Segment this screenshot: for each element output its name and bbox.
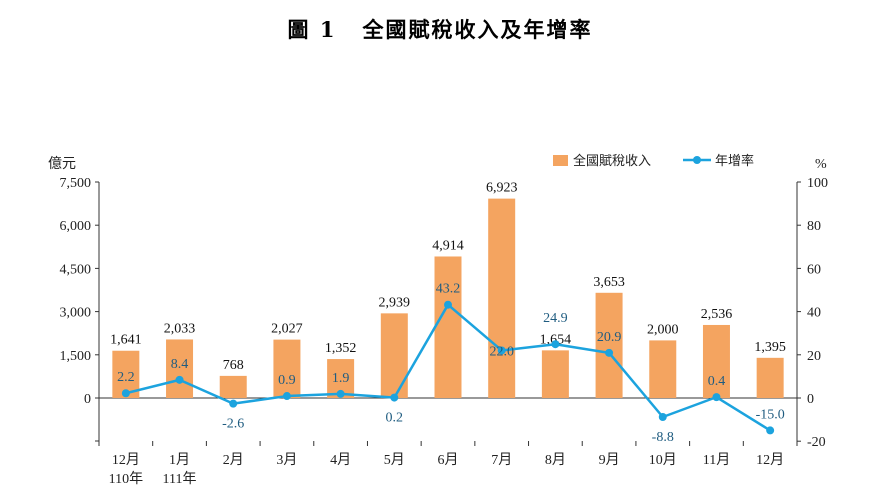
growth-rate-point-9 — [551, 340, 560, 349]
bar-value-label: 768 — [223, 358, 244, 373]
growth-rate-label: 43.2 — [436, 282, 461, 297]
growth-rate-label: 24.9 — [543, 311, 568, 326]
growth-rate-label: 20.9 — [597, 330, 622, 345]
left-axis-tick-label: 0 — [84, 392, 91, 407]
growth-rate-point-12 — [712, 393, 721, 402]
growth-rate-label: -2.6 — [222, 417, 244, 432]
legend: 全國賦稅收入 年增率 — [553, 153, 754, 168]
growth-rate-point-3 — [229, 399, 238, 408]
growth-rate-point-8 — [497, 346, 506, 355]
bar-3 — [219, 375, 247, 398]
x-axis-label: 1月 — [169, 452, 190, 468]
growth-rate-point-10 — [605, 348, 614, 357]
x-axis-label: 2月 — [223, 452, 244, 468]
left-axis-tick-label: 7,500 — [60, 176, 92, 191]
bar-12 — [702, 324, 730, 398]
right-axis-unit: % — [815, 157, 827, 172]
bar-value-label: 2,033 — [164, 321, 196, 336]
bar-value-label: 1,654 — [540, 332, 572, 347]
x-axis-label: 7月 — [491, 452, 512, 468]
left-axis-tick-label: 1,500 — [60, 349, 92, 364]
legend-line-marker — [693, 156, 701, 164]
left-axis-tick-label: 3,000 — [60, 306, 92, 321]
x-axis-label: 4月 — [330, 452, 351, 468]
figure-title: 全國賦稅收入及年增率 — [362, 17, 593, 42]
x-axis-label: 11月 — [703, 452, 730, 468]
growth-rate-point-2 — [175, 375, 184, 384]
bar-10 — [595, 292, 623, 398]
legend-bar-label: 全國賦稅收入 — [573, 153, 651, 168]
right-axis-tick-label: 80 — [807, 219, 821, 234]
right-axis-tick-label: -20 — [807, 435, 826, 450]
bar-value-label: 1,395 — [754, 340, 786, 355]
left-axis-tick-label: 6,000 — [60, 219, 92, 234]
bar-7 — [434, 256, 462, 398]
bar-value-label: 1,352 — [325, 341, 357, 356]
right-axis-tick-label: 0 — [807, 392, 814, 407]
legend-bar-swatch — [553, 155, 568, 166]
growth-rate-label: 0.2 — [386, 411, 404, 426]
right-axis-tick-label: 40 — [807, 306, 821, 321]
right-axis-tick-label: 20 — [807, 349, 821, 364]
x-axis-label: 3月 — [276, 452, 297, 468]
growth-rate-point-6 — [390, 393, 399, 402]
growth-rate-label: 22.0 — [489, 344, 514, 359]
growth-rate-point-7 — [444, 300, 452, 309]
bar-value-label: 4,914 — [432, 238, 464, 253]
x-axis-label: 5月 — [384, 452, 405, 468]
growth-rate-point-4 — [282, 392, 291, 401]
figure-label: 圖 1 — [287, 17, 337, 42]
x-axis-label: 9月 — [599, 452, 620, 468]
bar-4 — [273, 339, 301, 398]
x-axis-sublabel: 110年 — [109, 471, 143, 487]
right-axis-tick-label: 100 — [807, 176, 828, 191]
x-axis-sublabel: 111年 — [163, 471, 197, 487]
bar-2 — [166, 339, 194, 398]
bar-value-label: 2,536 — [701, 307, 733, 322]
x-axis-label: 12月 — [112, 452, 140, 468]
bar-8 — [488, 198, 516, 398]
bar-value-label: 2,939 — [379, 295, 411, 310]
growth-rate-point-5 — [336, 389, 345, 398]
growth-rate-label: 1.9 — [332, 371, 350, 386]
growth-rate-label: 0.4 — [708, 374, 726, 389]
bar-value-label: 1,641 — [110, 333, 142, 348]
growth-rate-point-11 — [658, 413, 667, 422]
bar-value-label: 2,000 — [647, 322, 679, 337]
growth-rate-label: -15.0 — [756, 407, 785, 422]
growth-rate-point-13 — [766, 426, 775, 435]
x-axis-label: 6月 — [438, 452, 459, 468]
growth-rate-label: 8.4 — [171, 357, 189, 372]
x-axis-label: 12月 — [756, 452, 784, 468]
bar-11 — [649, 340, 677, 398]
left-axis-unit: 億元 — [48, 156, 76, 172]
left-axis-tick-label: 4,500 — [60, 262, 92, 277]
growth-rate-label: 0.9 — [278, 373, 296, 388]
bar-13 — [756, 357, 784, 398]
figure-title-block: 圖 1 全國賦稅收入及年增率 — [0, 14, 880, 44]
growth-rate-label: 2.2 — [117, 370, 135, 385]
legend-line-label: 年增率 — [715, 153, 754, 168]
bar-value-label: 3,653 — [593, 275, 625, 290]
bar-6 — [380, 313, 408, 398]
growth-rate-point-1 — [121, 389, 130, 398]
bar-value-label: 2,027 — [271, 322, 303, 337]
x-axis-label: 10月 — [649, 452, 677, 468]
right-axis-tick-label: 60 — [807, 262, 821, 277]
x-axis-label: 8月 — [545, 452, 566, 468]
bar-value-label: 6,923 — [486, 181, 518, 196]
growth-rate-label: -8.8 — [652, 430, 674, 445]
bar-9 — [541, 350, 569, 398]
